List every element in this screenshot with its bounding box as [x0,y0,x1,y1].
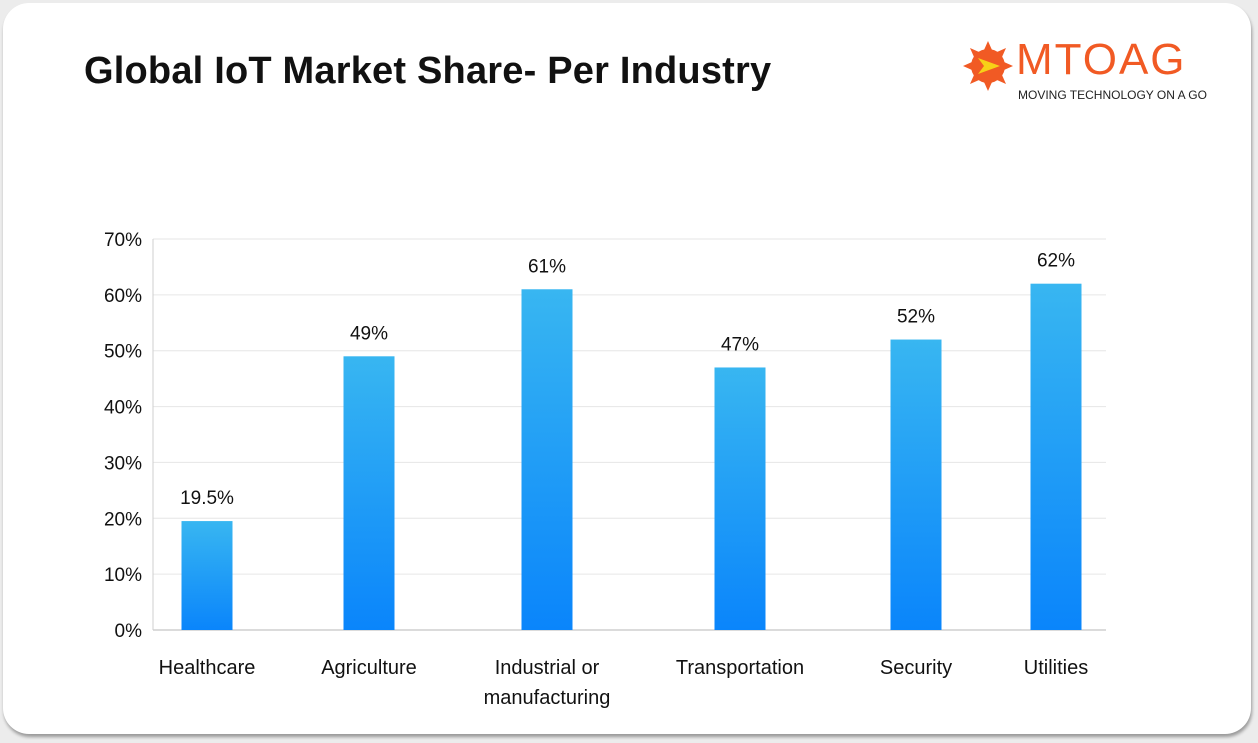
data-label: 52% [897,307,935,328]
axes [152,239,1106,631]
page-title: Global IoT Market Share- Per Industry [84,50,772,92]
gridlines [153,238,1106,575]
x-tick-label: Agriculture [321,657,417,679]
sun-logo-icon [963,41,1013,91]
data-label: 62% [1037,251,1075,272]
labels: 0% 10% 20% 30% 40% 50% 60% 70% 19.5% Healthcare 49… [104,230,1088,709]
bar [714,367,766,630]
data-label: 49% [350,323,388,344]
logo-tagline: MOVING TECHNOLOGY ON A GO [1018,88,1207,102]
data-label: 61% [528,256,566,277]
y-tick-label: 40% [104,398,142,419]
x-tick-label: Utilities [1024,657,1088,679]
y-tick-label: 70% [104,230,142,251]
x-tick-label: manufacturing [484,687,611,709]
y-tick-label: 20% [104,509,142,530]
y-tick-label: 60% [104,286,142,307]
x-tick-label: Industrial or [495,657,600,679]
logo-wordmark: MTOAG [1016,35,1187,84]
data-label: 19.5% [180,488,234,509]
bar [1030,283,1082,630]
x-tick-label: Transportation [676,657,804,679]
y-tick-label: 50% [104,342,142,363]
y-tick-label: 10% [104,565,142,586]
bar [521,289,573,630]
y-tick-label: 30% [104,453,142,474]
x-tick-label: Security [880,657,952,679]
data-label: 47% [721,334,759,355]
bar [890,339,942,630]
x-tick-label: Healthcare [159,657,256,679]
bar [343,356,395,630]
brand-logo: MTOAG MOVING TECHNOLOGY ON A GO [958,35,1207,106]
bars [181,283,1082,630]
y-tick-label: 0% [115,621,143,642]
bar [181,521,233,630]
